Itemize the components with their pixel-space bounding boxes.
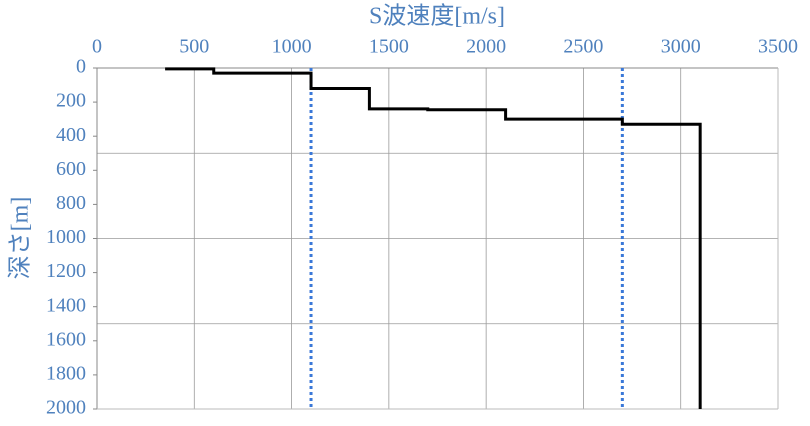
y-tick-label: 600: [56, 158, 86, 180]
y-tick-label: 0: [76, 56, 86, 78]
x-tick-label: 1000: [272, 36, 312, 58]
x-tick-label: 0: [92, 36, 102, 58]
x-tick-label: 3500: [758, 36, 798, 58]
y-axis-title: 深さ[m]: [7, 197, 34, 280]
y-tick-label: 400: [56, 124, 86, 146]
y-tick-label: 1000: [46, 226, 86, 248]
y-tick-label: 800: [56, 192, 86, 214]
y-tick-label: 1200: [46, 260, 86, 282]
y-tick-label: 1600: [46, 328, 86, 350]
y-tick-label: 1400: [46, 294, 86, 316]
y-tick-label: 2000: [46, 397, 86, 419]
x-tick-label: 500: [179, 36, 209, 58]
x-tick-label: 2000: [466, 36, 506, 58]
x-axis-title: S波速度[m/s]: [369, 3, 505, 30]
x-tick-label: 2500: [563, 36, 603, 58]
y-tick-label: 1800: [46, 362, 86, 384]
line: [165, 67, 702, 409]
x-tick-label: 3000: [661, 36, 701, 58]
y-tick-label: 200: [56, 90, 86, 112]
x-tick-label: 1500: [369, 36, 409, 58]
